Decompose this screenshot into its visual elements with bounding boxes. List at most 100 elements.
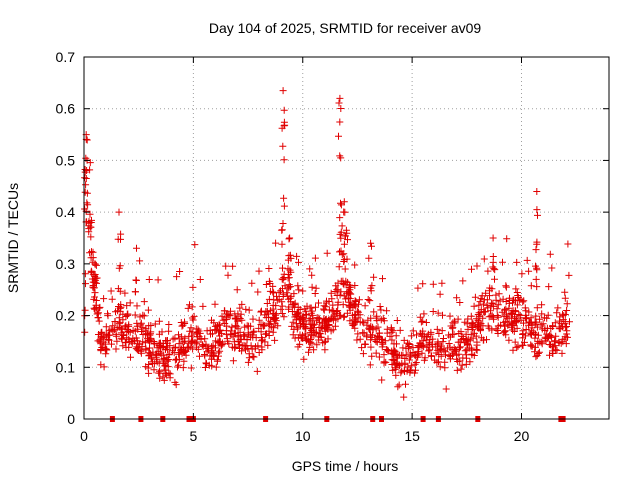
data-point [284,256,292,264]
data-point [487,302,495,310]
data-point [173,273,181,281]
data-point [394,383,402,391]
data-point [522,332,529,340]
data-point [122,322,130,330]
data-point [199,341,207,349]
data-point [86,249,94,257]
data-point [218,312,226,320]
data-point [456,299,464,306]
data-point [89,270,97,278]
data-point [191,241,199,249]
data-point [322,337,329,345]
data-point [139,311,147,319]
data-point [345,288,352,296]
data-point [337,154,345,162]
data-point [435,351,443,358]
data-point [563,300,571,308]
data-point [551,337,559,345]
data-point [279,264,286,272]
data-point [243,322,251,330]
data-point [313,341,321,349]
x-tick-label: 20 [514,428,530,444]
data-point [447,322,455,330]
data-point [306,314,314,322]
data-point [196,276,204,283]
data-point [561,333,569,341]
data-point [151,320,159,328]
data-point [227,327,235,335]
data-point [561,311,569,318]
data-point [462,330,470,338]
data-point [85,225,93,233]
data-point [272,311,280,319]
data-point [479,336,487,344]
data-point [266,321,274,329]
data-point [480,255,488,263]
data-point [402,351,410,359]
data-point [228,323,236,331]
data-point [208,355,215,363]
data-point [454,358,462,365]
data-point [82,280,89,288]
data-point [189,283,197,291]
data-point [462,360,470,368]
data-point [203,360,210,368]
data-point [224,271,232,279]
data-point [337,228,345,236]
data-point [204,344,212,352]
data-point [114,285,122,293]
data-point [489,258,497,266]
data-point [179,364,187,372]
data-point [193,340,200,348]
data-point [311,254,319,262]
data-point [212,363,220,371]
data-point [496,297,504,305]
data-point [337,201,345,209]
data-point [536,315,544,323]
data-point [514,342,522,350]
data-point [96,303,104,311]
data-point [81,270,89,278]
data-point [389,349,397,357]
data-point [526,318,534,326]
data-point [222,262,230,270]
data-point [242,305,250,313]
data-point [145,369,153,377]
data-point [334,315,342,323]
data-point [323,249,331,257]
data-point [354,307,362,315]
data-point [131,337,139,345]
data-point [532,320,540,328]
data-point [125,335,133,343]
data-point [189,345,197,353]
data-point [487,307,494,315]
data-point [367,239,375,247]
data-point [308,271,316,279]
data-point [296,306,304,313]
data-point [522,307,530,315]
data-point [505,336,513,344]
data-point [187,324,195,332]
data-point [526,329,534,337]
data-point [302,307,310,315]
y-axis-label: SRMTID / TECUs [5,183,21,293]
y-tick-label: 0 [67,411,75,427]
data-point [559,338,567,346]
data-point [186,327,194,335]
data-point [448,346,456,354]
data-point [90,295,98,303]
data-point [230,338,238,346]
data-point [295,258,302,266]
data-point [192,325,200,333]
data-point [290,325,298,333]
data-point [511,338,519,346]
data-point [418,349,426,357]
data-point [269,328,277,336]
data-point [499,258,506,266]
data-point [243,336,251,344]
data-point [121,289,129,297]
data-point [284,292,292,300]
data-point [414,347,422,355]
data-point [229,262,237,270]
data-point [142,345,150,353]
